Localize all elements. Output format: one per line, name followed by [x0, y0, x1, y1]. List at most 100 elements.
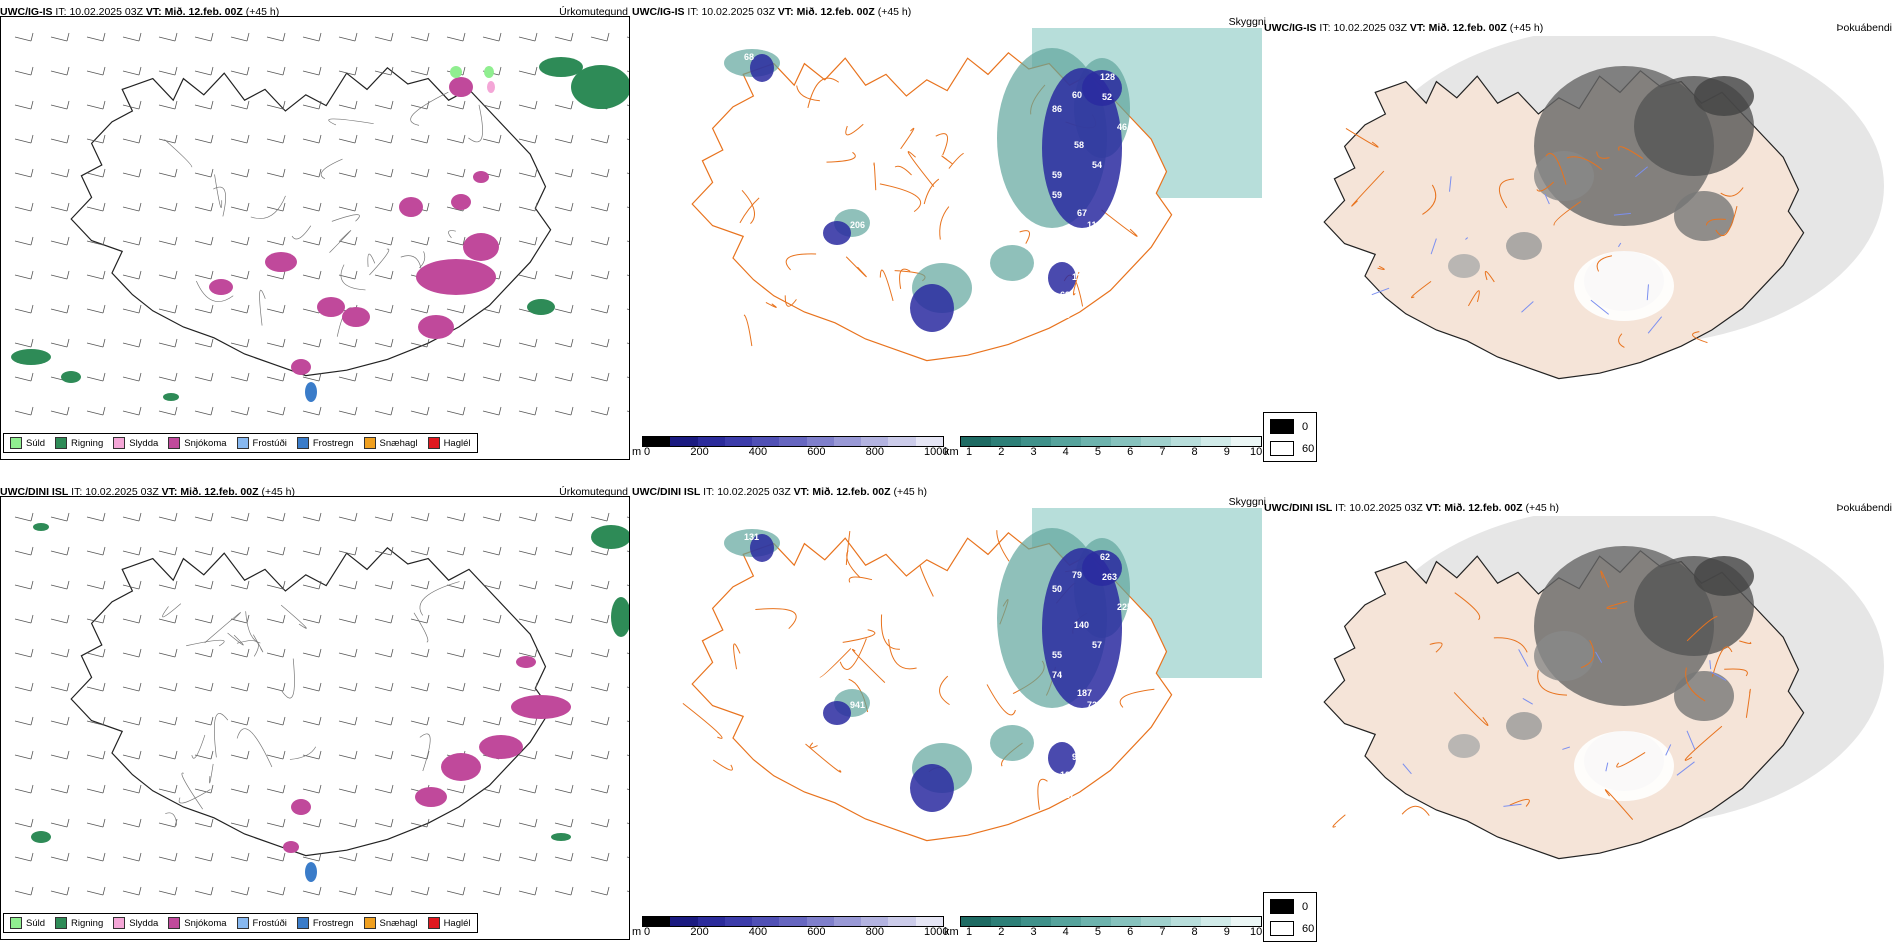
legend-item-slydda: Slydda: [113, 917, 158, 929]
wind-barb: [626, 240, 629, 242]
wind-barb: [14, 372, 34, 382]
visibility-unit: km: [944, 446, 959, 458]
rain-area: [33, 523, 49, 531]
road: [419, 733, 431, 772]
ceiling-tick-label: 200: [690, 926, 709, 938]
legend-label: Slydda: [129, 917, 159, 929]
visibility-unit: km: [944, 926, 959, 938]
road: [419, 581, 460, 616]
wind-barb: [446, 682, 466, 692]
cloud-ceiling-area: [1042, 68, 1122, 228]
road: [1715, 205, 1738, 236]
road: [419, 251, 426, 269]
wind-barb: [230, 372, 250, 382]
fog-legend-swatch-high: [1270, 441, 1294, 456]
wind-barb: [230, 512, 250, 522]
road: [1101, 209, 1138, 237]
ceiling-tick-label: 400: [748, 926, 768, 938]
rain-area: [61, 371, 81, 383]
wind-barb: [194, 648, 214, 658]
wind-barb: [302, 32, 322, 42]
wind-barb: [158, 338, 178, 348]
wind-barb: [338, 512, 358, 522]
wind-barb: [590, 406, 610, 416]
wind-barb: [410, 304, 430, 314]
road: [845, 256, 867, 278]
wind-barb: [14, 32, 34, 42]
wind-barb: [482, 202, 502, 212]
fog-area: [1506, 232, 1542, 260]
road: [280, 604, 307, 629]
road: [941, 155, 953, 165]
wind-barb: [122, 372, 142, 382]
snow-area: [451, 194, 471, 210]
visibility-tick-label: 6: [1127, 446, 1134, 458]
coastline: [70, 66, 552, 377]
wind-barb: [590, 338, 610, 348]
wind-barb: [14, 202, 34, 212]
precip-map-frame: Súld Rigning Slydda Snjókoma Frostúði Frostre…: [0, 496, 630, 940]
wind-barb: [194, 236, 214, 246]
ceiling-tick-label: 0: [644, 446, 651, 458]
ceiling-value-label: 263: [1094, 730, 1109, 740]
wind-barb: [14, 716, 34, 726]
wind-barb: [266, 512, 286, 522]
ceiling-tick-label: 600: [807, 446, 826, 458]
wind-barb: [50, 66, 70, 76]
wind-barb: [86, 818, 106, 828]
wind-barb: [14, 512, 34, 522]
road: [879, 269, 894, 302]
wind-barb: [86, 784, 106, 794]
wind-barb: [194, 818, 214, 828]
river: [1709, 660, 1712, 670]
wind-barb: [158, 716, 178, 726]
wind-barb: [230, 134, 250, 144]
wind-barb: [410, 338, 430, 348]
road: [236, 728, 273, 768]
colorbar-cell: [833, 437, 862, 446]
road: [741, 189, 756, 224]
sleet-area: [487, 81, 495, 93]
road: [842, 629, 876, 643]
wind-barb: [338, 66, 358, 76]
fog-legend-swatch-high: [1270, 921, 1294, 936]
cloud-ceiling-area: [910, 764, 954, 812]
precip-map: [14, 512, 629, 896]
ceiling-value-label: 68: [744, 52, 754, 62]
road: [1566, 156, 1603, 171]
colorbar-cell: [1051, 917, 1081, 926]
road: [1429, 642, 1443, 653]
road: [1453, 692, 1489, 726]
wind-barb: [122, 202, 142, 212]
visibility-tick-label: 10: [1250, 446, 1263, 458]
wind-barb: [410, 372, 430, 382]
fog-area: [1534, 631, 1594, 681]
wind-barb: [14, 338, 34, 348]
road: [805, 743, 842, 773]
wind-barb: [50, 580, 70, 590]
wind-barb: [626, 36, 629, 38]
wind-barb: [446, 338, 466, 348]
visibility-tick-label: 1: [966, 446, 973, 458]
wind-barb: [518, 134, 538, 144]
wind-barb: [626, 410, 629, 412]
road: [165, 812, 178, 826]
colorbar-cell: [1081, 437, 1111, 446]
wind-barb: [374, 372, 394, 382]
precip-type-panel-row2: UWC/DINI ISL IT: 10.02.2025 03Z VT: Mið.…: [0, 480, 630, 940]
fog-area: [1694, 556, 1754, 596]
wind-barb: [266, 304, 286, 314]
ceiling-tick-label: 800: [865, 446, 884, 458]
wind-barb: [626, 754, 629, 756]
road: [1739, 640, 1752, 645]
wind-barb: [590, 32, 610, 42]
wind-barb: [554, 716, 574, 726]
wind-barb: [482, 512, 502, 522]
ceiling-value-label: 52: [1102, 92, 1112, 102]
road: [739, 197, 760, 224]
road: [367, 253, 376, 267]
wind-barb: [482, 682, 502, 692]
ceiling-tick-label: 1000: [924, 446, 949, 458]
wind-barb: [158, 682, 178, 692]
